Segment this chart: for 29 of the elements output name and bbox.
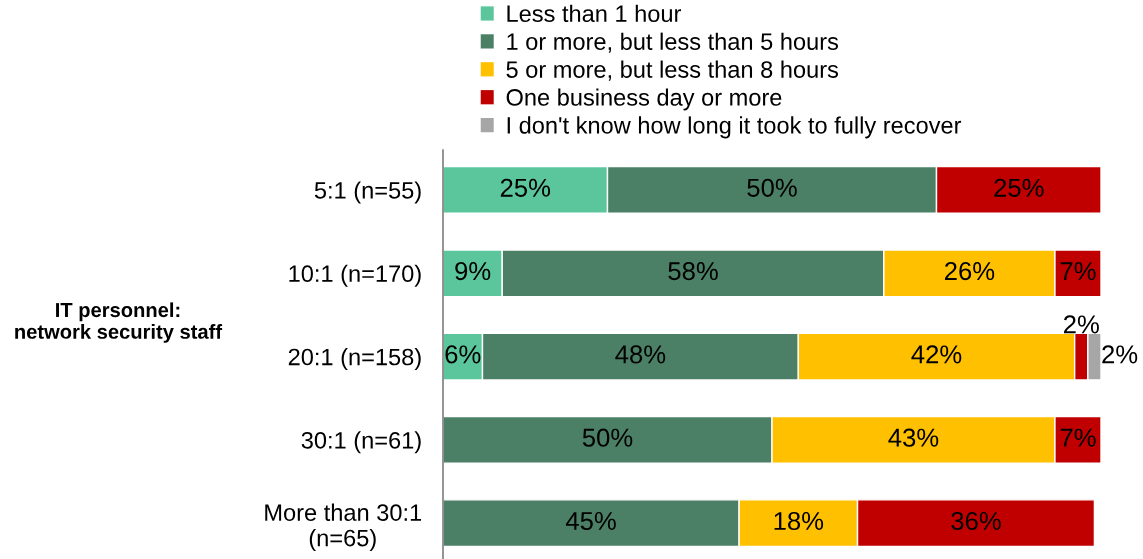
data-label: 25% [500,178,551,197]
legend-label: One business day or more [506,88,782,111]
y-tick-label: More than 30:1 (n=65) [265,503,422,552]
data-label: 48% [615,345,666,364]
data-label: 43% [888,428,939,447]
legend-label: Less than 1 hour [507,4,682,23]
y-tick-label: 20:1 (n=158) [288,348,421,371]
y-tick-label: 30:1 (n=61) [301,431,421,454]
data-label: 45% [565,512,616,531]
data-label: 2% [1063,315,1099,334]
data-label: 36% [951,511,1001,531]
data-label: 9% [455,261,491,281]
data-label: 58% [668,261,718,281]
data-label: 26% [944,261,995,281]
data-label: 6% [445,345,481,364]
y-axis-title: IT personnel: network security staff [15,302,223,343]
data-label: 7% [1060,428,1096,447]
y-tick-label: 10:1 (n=170) [289,264,421,287]
data-label: 18% [774,511,824,531]
legend-label: 5 or more, but less than 8 hours [506,60,839,81]
data-label: 25% [994,178,1044,197]
y-tick-label: 5:1 (n=55) [314,181,421,204]
legend-label: I don't know how long it took to fully recover [507,116,962,139]
data-label: 50% [747,178,797,197]
data-label: 50% [582,428,633,447]
data-label: 42% [911,345,962,364]
legend-label: 1 or more, but less than 5 hours [507,32,839,53]
data-label: 2% [1102,345,1138,364]
data-label: 7% [1060,262,1096,281]
